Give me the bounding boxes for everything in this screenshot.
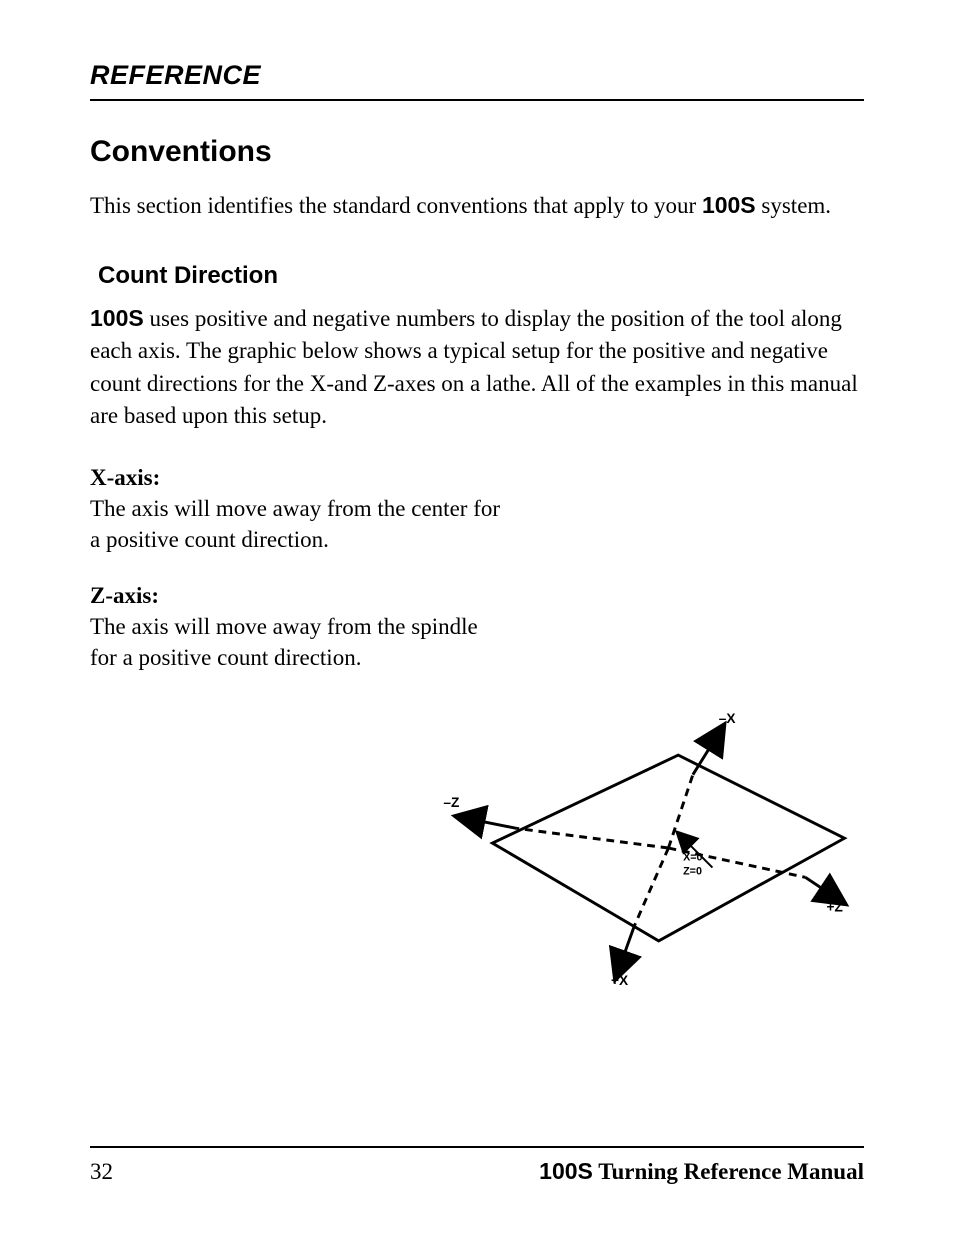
subheading-count-direction: Count Direction	[98, 262, 864, 290]
page-number: 32	[90, 1159, 113, 1185]
svg-text:+Z: +Z	[826, 900, 842, 915]
page-footer: 32 100S Turning Reference Manual	[90, 1146, 864, 1185]
section-header: REFERENCE	[90, 60, 864, 101]
x-axis-block: X-axis: The axis will move away from the…	[90, 462, 510, 555]
z-axis-text: The axis will move away from the spindle…	[90, 614, 478, 670]
diagram-container: –X +X –Z +Z X=0 Z=0	[90, 698, 864, 998]
intro-paragraph: This section identifies the standard con…	[90, 189, 864, 222]
count-rest: uses positive and negative numbers to di…	[90, 306, 858, 428]
x-axis-label: X-axis:	[90, 465, 160, 490]
z-axis-label: Z-axis:	[90, 583, 159, 608]
intro-pre: This section identifies the standard con…	[90, 193, 702, 218]
manual-model: 100S	[539, 1158, 593, 1184]
svg-text:Z=0: Z=0	[683, 866, 702, 878]
manual-title: 100S Turning Reference Manual	[539, 1158, 864, 1185]
x-axis-text: The axis will move away from the center …	[90, 496, 500, 552]
intro-model: 100S	[702, 192, 756, 218]
count-model: 100S	[90, 305, 144, 331]
page-title: Conventions	[90, 135, 864, 169]
svg-text:–X: –X	[719, 711, 736, 726]
intro-post: system.	[756, 193, 831, 218]
count-direction-text: 100S uses positive and negative numbers …	[90, 302, 864, 432]
svg-text:+X: +X	[611, 973, 628, 988]
svg-text:–Z: –Z	[443, 795, 459, 810]
svg-text:X=0: X=0	[683, 852, 702, 864]
axis-diagram: –X +X –Z +Z X=0 Z=0	[424, 698, 864, 998]
z-axis-block: Z-axis: The axis will move away from the…	[90, 580, 510, 673]
manual-rest: Turning Reference Manual	[593, 1159, 864, 1184]
